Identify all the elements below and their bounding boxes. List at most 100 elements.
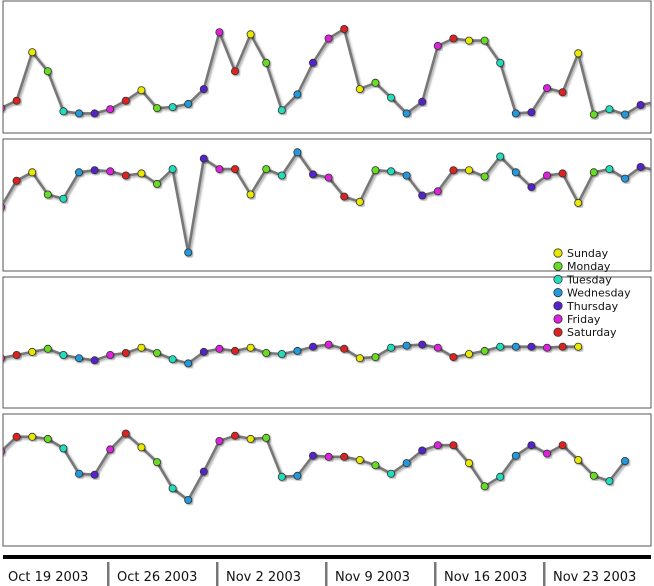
data-point-friday (433, 187, 442, 196)
data-point-wednesday (75, 354, 84, 363)
data-point-sunday (464, 36, 473, 45)
legend-swatch (553, 248, 563, 258)
data-point-thursday (199, 347, 208, 356)
legend-label: Tuesday (566, 273, 612, 286)
data-point-friday (106, 105, 115, 114)
data-point-thursday (418, 97, 427, 106)
data-point-thursday (308, 58, 317, 67)
data-point-sunday (464, 166, 473, 175)
data-point-wednesday (293, 346, 302, 355)
legend-label: Sunday (567, 247, 609, 260)
data-point-monday (480, 172, 489, 181)
chart-panel-3 (2, 276, 652, 409)
chart-panel-4 (2, 413, 652, 547)
data-point-tuesday (277, 106, 286, 115)
x-axis: Oct 19 2003 Oct 26 2003 Nov 2 2003 Nov 9 20… (3, 555, 651, 586)
panel-frame (2, 413, 652, 547)
data-point-wednesday (184, 359, 193, 368)
legend-swatch (553, 314, 563, 324)
data-point-monday (589, 471, 598, 480)
x-tick-label: Oct 26 2003 (117, 570, 197, 585)
data-point-tuesday (496, 152, 505, 161)
data-point-friday (106, 445, 115, 454)
data-point-sunday (137, 86, 146, 95)
data-point-wednesday (402, 341, 411, 350)
legend: SundayMondayTuesdayWednesdayThursdayFrid… (553, 247, 631, 339)
data-point-friday (433, 343, 442, 352)
data-point-friday (215, 344, 224, 353)
data-point-thursday (636, 162, 645, 171)
data-point-saturday (12, 432, 21, 441)
legend-label: Friday (567, 313, 601, 326)
legend-swatch (553, 287, 563, 298)
data-point-wednesday (184, 99, 193, 108)
data-point-sunday (246, 343, 255, 352)
data-point-tuesday (496, 342, 505, 351)
data-point-sunday (464, 349, 473, 358)
data-point-saturday (340, 452, 349, 461)
data-point-sunday (246, 434, 255, 443)
data-point-friday (324, 173, 333, 182)
data-point-tuesday (168, 165, 177, 174)
data-point-tuesday (496, 472, 505, 481)
data-point-wednesday (184, 248, 193, 257)
x-tick-mark (543, 562, 546, 586)
data-point-tuesday (386, 167, 395, 176)
data-point-friday (324, 452, 333, 461)
data-point-monday (480, 36, 489, 45)
data-point-friday (324, 34, 333, 43)
data-point-monday (589, 168, 598, 177)
x-tick-mark (325, 562, 328, 586)
data-point-tuesday (386, 469, 395, 478)
data-point-thursday (199, 154, 208, 163)
legend-item-thursday: Thursday (553, 300, 619, 313)
data-point-thursday (308, 170, 317, 179)
legend-swatch (553, 301, 563, 311)
data-point-sunday (137, 443, 146, 452)
data-point-sunday (355, 197, 364, 206)
data-point-monday (152, 348, 161, 357)
data-point-thursday (418, 191, 427, 200)
data-point-monday (371, 166, 380, 175)
data-point-monday (43, 67, 52, 76)
data-point-sunday (137, 343, 146, 352)
data-point-monday (480, 482, 489, 491)
data-point-tuesday (168, 484, 177, 493)
legend-item-sunday: Sunday (553, 247, 609, 260)
data-point-sunday (246, 190, 255, 199)
data-point-wednesday (402, 171, 411, 180)
data-point-friday (106, 350, 115, 359)
data-point-sunday (246, 30, 255, 39)
data-point-monday (371, 461, 380, 470)
data-point-saturday (558, 441, 567, 450)
data-point-saturday (121, 348, 130, 357)
legend-swatch (553, 274, 563, 284)
data-point-sunday (574, 342, 583, 351)
x-tick-label: Oct 19 2003 (8, 570, 88, 585)
data-point-thursday (90, 109, 99, 118)
data-point-wednesday (621, 174, 630, 183)
data-point-saturday (558, 88, 567, 97)
chart-panel-1 (2, 0, 652, 134)
data-point-thursday (636, 101, 645, 110)
data-point-saturday (12, 176, 21, 185)
panel-frame (2, 138, 652, 272)
legend-item-friday: Friday (553, 313, 601, 326)
data-point-thursday (308, 342, 317, 351)
data-point-tuesday (277, 171, 286, 180)
data-point-saturday (449, 166, 458, 175)
data-point-saturday (230, 165, 239, 174)
x-tick-mark (434, 562, 437, 586)
data-point-thursday (90, 166, 99, 175)
data-point-wednesday (184, 495, 193, 504)
data-point-sunday (574, 49, 583, 58)
legend-swatch (553, 261, 563, 271)
x-tick-mark (216, 562, 219, 586)
data-point-wednesday (621, 456, 630, 465)
data-point-tuesday (386, 93, 395, 102)
data-point-thursday (527, 108, 536, 117)
data-point-friday (543, 171, 552, 180)
legend-label: Monday (567, 260, 611, 273)
data-point-saturday (558, 342, 567, 351)
data-point-monday (262, 348, 271, 357)
